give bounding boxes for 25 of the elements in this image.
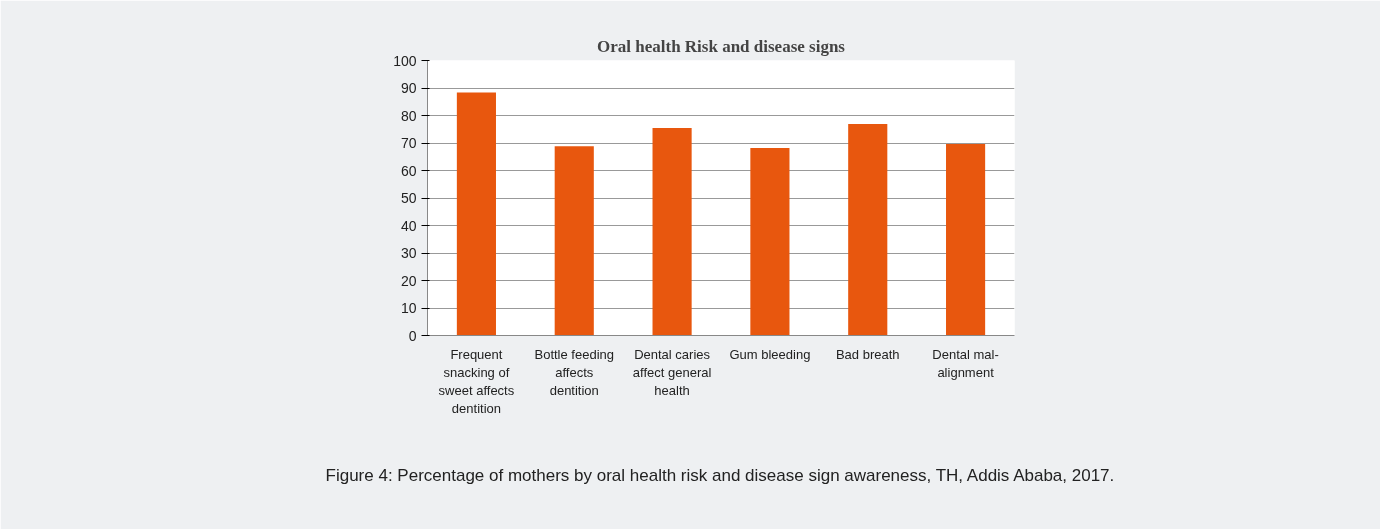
bar — [750, 147, 790, 336]
y-tick-label: 100 — [393, 52, 417, 69]
y-tick-label: 70 — [400, 135, 417, 151]
y-tick-label: 40 — [400, 217, 417, 234]
x-tick-label: Frequent snacking of sweet affects dentition — [438, 346, 515, 416]
y-tick-label: 0 — [408, 327, 417, 344]
x-tick-label: Bottle feeding affects dentition — [534, 346, 615, 398]
bar — [456, 92, 496, 336]
y-tick-label: 50 — [400, 190, 417, 206]
bar — [554, 146, 594, 336]
y-tick-label: 60 — [400, 162, 417, 179]
bar — [848, 124, 888, 336]
bar — [652, 127, 692, 336]
x-tick-label: Bad breath — [835, 346, 900, 362]
x-tick-label: Dental mal-alignment — [932, 346, 999, 380]
y-tick-label: 90 — [400, 80, 417, 96]
x-tick-label: Gum bleeding — [729, 346, 811, 362]
caption: Figure 4: Percentage of mothers by oral health risk and disease sign awareness, TH, Addis Ababa, 2017. — [325, 465, 1115, 485]
x-tick-label: Dental caries affect general health — [632, 346, 712, 398]
y-tick-label: 30 — [400, 245, 417, 261]
y-tick-label: 10 — [400, 300, 417, 316]
bar — [946, 144, 986, 336]
y-tick-label: 80 — [400, 107, 417, 124]
chart-title: Oral health Risk and disease signs — [597, 36, 846, 56]
y-tick-label: 20 — [400, 272, 417, 289]
